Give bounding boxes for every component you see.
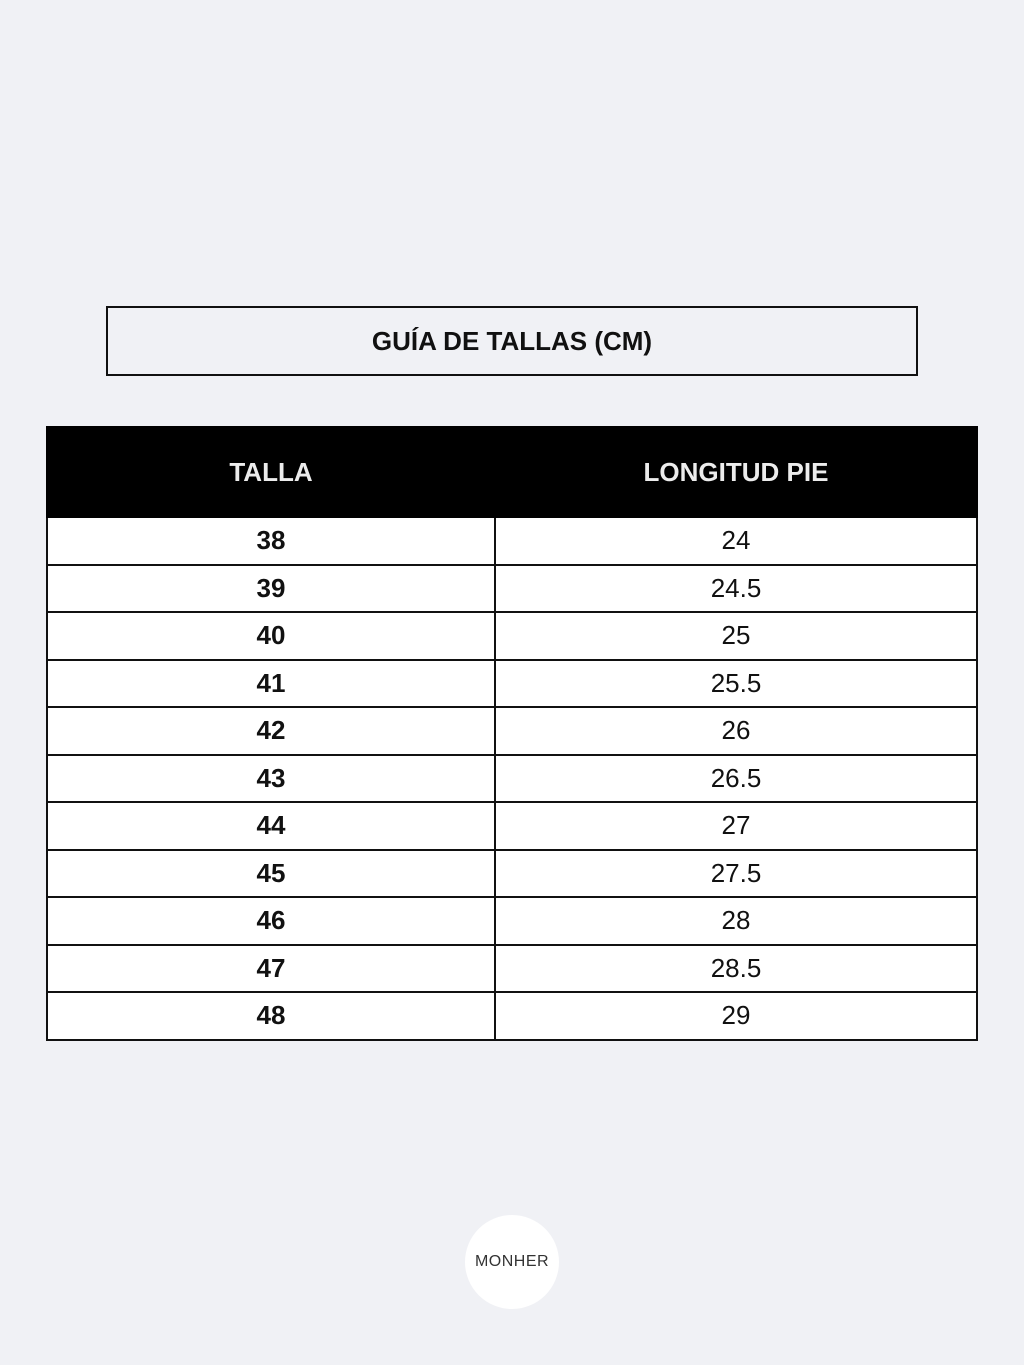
table-row: 46 28 (46, 896, 978, 946)
header-longitud-pie: LONGITUD PIE (494, 426, 978, 518)
table-row: 44 27 (46, 801, 978, 851)
foot-length-cell: 26 (494, 706, 978, 756)
size-cell: 44 (46, 801, 496, 851)
table-row: 43 26.5 (46, 753, 978, 803)
foot-length-cell: 24 (494, 516, 978, 566)
page-title: GUÍA DE TALLAS (CM) (371, 325, 653, 356)
table-row: 42 26 (46, 706, 978, 756)
table-row: 41 25.5 (46, 658, 978, 708)
size-cell: 43 (46, 753, 496, 803)
foot-length-cell: 28 (494, 896, 978, 946)
title-box: GUÍA DE TALLAS (CM) (106, 306, 918, 376)
table-row: 45 27.5 (46, 848, 978, 898)
size-cell: 40 (46, 611, 496, 661)
size-cell: 47 (46, 943, 496, 993)
header-talla: TALLA (46, 426, 496, 518)
size-table: TALLA LONGITUD PIE 38 24 39 24.5 40 25 41 25.5 4… (46, 426, 978, 1041)
table-row: 40 25 (46, 611, 978, 661)
table-row: 38 24 (46, 516, 978, 566)
foot-length-cell: 26.5 (494, 753, 978, 803)
size-cell: 46 (46, 896, 496, 946)
brand-logo-text: MONHER (474, 1253, 550, 1270)
size-cell: 38 (46, 516, 496, 566)
table-row: 39 24.5 (46, 563, 978, 613)
size-cell: 42 (46, 706, 496, 756)
size-cell: 48 (46, 991, 496, 1041)
size-cell: 45 (46, 848, 496, 898)
foot-length-cell: 27 (494, 801, 978, 851)
foot-length-cell: 29 (494, 991, 978, 1041)
foot-length-cell: 25 (494, 611, 978, 661)
table-header-row: TALLA LONGITUD PIE (46, 426, 978, 518)
foot-length-cell: 27.5 (494, 848, 978, 898)
brand-logo: MONHER (465, 1215, 559, 1309)
size-cell: 41 (46, 658, 496, 708)
table-row: 48 29 (46, 991, 978, 1041)
table-row: 47 28.5 (46, 943, 978, 993)
foot-length-cell: 24.5 (494, 563, 978, 613)
size-cell: 39 (46, 563, 496, 613)
foot-length-cell: 28.5 (494, 943, 978, 993)
foot-length-cell: 25.5 (494, 658, 978, 708)
